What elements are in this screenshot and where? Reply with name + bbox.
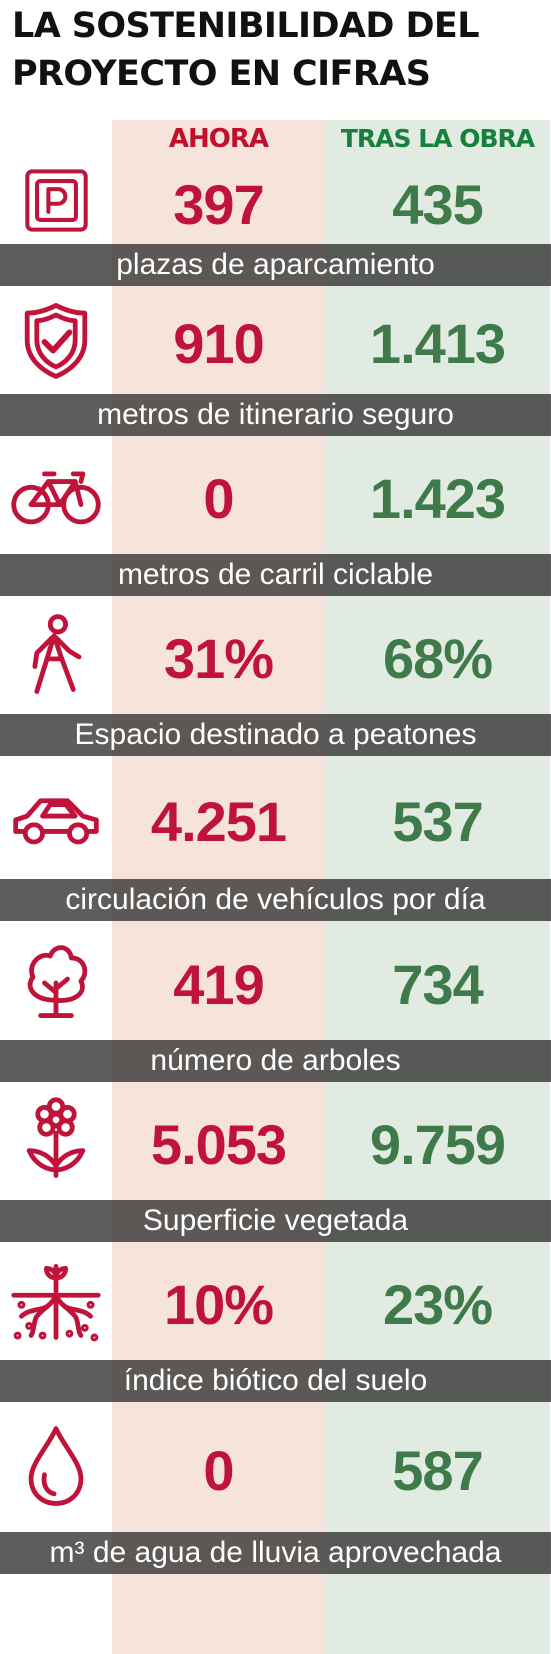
shield-check-icon <box>8 292 104 388</box>
metric-label: m³ de agua de lluvia aprovechada <box>0 1532 551 1574</box>
value-now: 31% <box>163 627 274 690</box>
flower-icon <box>8 1093 104 1189</box>
metric-label: Espacio destinado a peatones <box>0 714 551 756</box>
metric-row: 397 435 plazas de aparcamiento <box>0 157 551 286</box>
value-now: 397 <box>173 172 264 236</box>
metric-row: 10% 23% índice biótico del suelo <box>0 1242 551 1402</box>
metric-row: 4.251 537 circulación de vehículos por día <box>0 756 551 921</box>
metric-label: número de arboles <box>0 1040 551 1082</box>
value-after: 1.423 <box>369 467 506 530</box>
value-now: 419 <box>173 952 264 1016</box>
metric-label: metros de itinerario seguro <box>0 394 551 436</box>
column-header-now: AHORA <box>168 124 269 154</box>
parking-icon <box>16 160 97 241</box>
value-after: 9.759 <box>369 1113 506 1176</box>
bicycle-icon <box>8 447 104 543</box>
value-after: 734 <box>392 952 483 1016</box>
value-now: 5.053 <box>150 1113 287 1176</box>
page-title: LA SOSTENIBILIDAD DEL PROYECTO EN CIFRAS <box>12 6 480 94</box>
metric-row: 419 734 número de arboles <box>0 921 551 1082</box>
value-after: 68% <box>382 627 493 690</box>
metric-row: 0 1.423 metros de carril ciclable <box>0 436 551 596</box>
metric-row: 0 587 m³ de agua de lluvia aprovechada <box>0 1402 551 1574</box>
metric-label: circulación de vehículos por día <box>0 879 551 921</box>
value-after: 435 <box>392 172 483 236</box>
car-icon <box>8 770 104 866</box>
value-now: 10% <box>163 1273 274 1336</box>
value-now: 0 <box>203 1439 234 1502</box>
column-header-after: TRAS LA OBRA <box>340 124 535 153</box>
metric-row: 31% 68% Espacio destinado a peatones <box>0 596 551 756</box>
soil-sprout-icon <box>8 1253 104 1349</box>
value-now: 4.251 <box>150 789 287 853</box>
metric-label: Superficie vegetada <box>0 1200 551 1242</box>
value-now: 0 <box>203 467 234 530</box>
value-after: 23% <box>382 1273 493 1336</box>
value-now: 910 <box>173 311 264 375</box>
value-after: 537 <box>392 789 483 853</box>
metric-label: plazas de aparcamiento <box>0 244 551 286</box>
metric-label: metros de carril ciclable <box>0 554 551 596</box>
metric-row: 910 1.413 metros de itinerario seguro <box>0 285 551 436</box>
pedestrian-icon <box>8 607 104 703</box>
tree-icon <box>8 933 104 1029</box>
metric-label: índice biótico del suelo <box>0 1360 551 1402</box>
water-drop-icon <box>8 1419 104 1515</box>
value-after: 587 <box>392 1439 483 1502</box>
metric-row: 5.053 9.759 Superficie vegetada <box>0 1082 551 1242</box>
value-after: 1.413 <box>369 311 506 375</box>
